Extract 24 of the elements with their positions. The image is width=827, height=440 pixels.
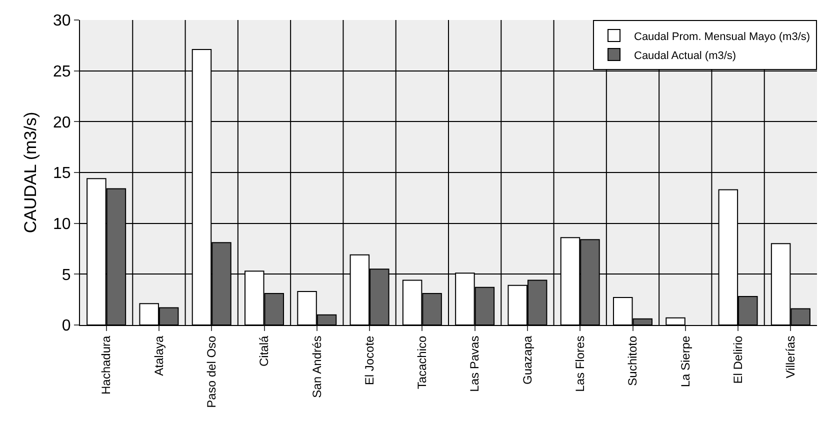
x-tick-label: Villerías — [784, 336, 798, 378]
y-tick-label: 15 — [53, 165, 71, 182]
y-tick-label: 0 — [62, 318, 71, 335]
y-tick-label: 25 — [53, 63, 71, 80]
y-tick-label: 30 — [53, 12, 71, 30]
legend-label: Caudal Prom. Mensual Mayo (m3/s) — [634, 30, 810, 43]
x-tick-label: Citalá — [257, 335, 272, 366]
x-tick-label: Las Pavas — [468, 336, 482, 392]
x-tick-label: Las Flores — [573, 336, 588, 392]
x-tick-label: La Sierpe — [678, 335, 692, 388]
x-tick-label: Atalaya — [152, 335, 166, 376]
y-tick-label: 20 — [53, 114, 71, 132]
x-tick-label: Guazapa — [520, 335, 534, 385]
x-tick-label: El Delirio — [730, 335, 745, 384]
legend-label: Caudal Actual (m3/s) — [634, 50, 736, 62]
y-axis-title: CAUDAL (m3/s) — [21, 112, 40, 234]
x-tick-label: San Andrés — [310, 336, 324, 398]
x-tick-label: Suchitoto — [626, 335, 640, 386]
y-tick-label: 5 — [62, 266, 71, 284]
x-tick-label: Paso del Oso — [204, 335, 219, 408]
y-tick-label: 10 — [53, 216, 71, 233]
x-tick-label: Hachadura — [99, 335, 114, 395]
x-tick-label: El Jocote — [362, 335, 376, 386]
x-tick-label: Tacachico — [415, 335, 430, 390]
